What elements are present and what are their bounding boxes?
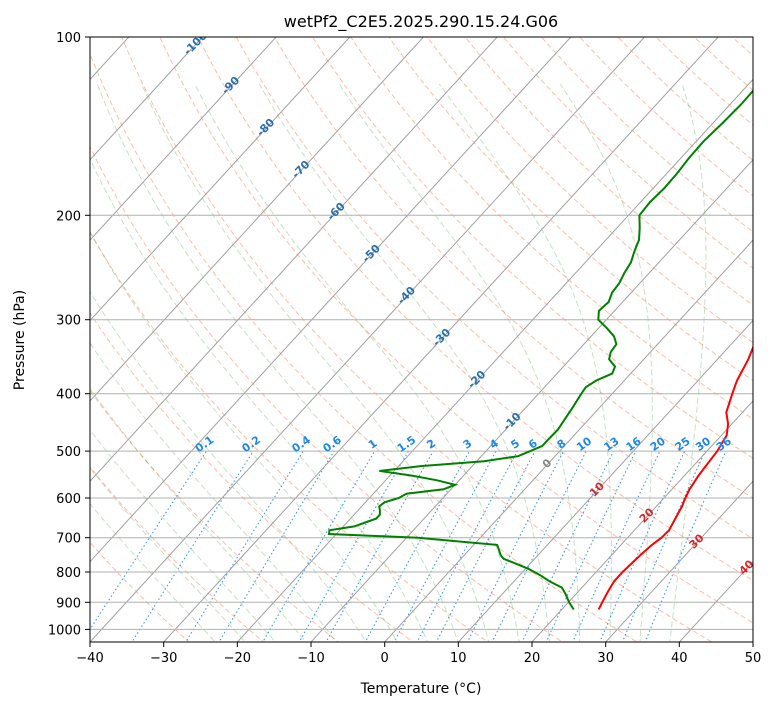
y-tick-label: 700: [56, 532, 81, 547]
y-tick-label: 600: [56, 492, 81, 507]
x-axis-label: Temperature (°C): [360, 681, 482, 697]
x-tick-label: −30: [150, 651, 177, 666]
x-tick-label: 0: [381, 651, 389, 666]
x-tick-label: 20: [524, 651, 541, 666]
x-tick-label: −40: [76, 651, 103, 666]
x-tick-label: 50: [745, 651, 762, 666]
x-tick-label: −20: [224, 651, 251, 666]
x-tick-label: 30: [597, 651, 614, 666]
y-tick-label: 300: [56, 314, 81, 329]
y-tick-label: 200: [56, 209, 81, 224]
y-tick-label: 500: [56, 445, 81, 460]
y-tick-label: 900: [56, 596, 81, 611]
x-tick-label: −10: [297, 651, 324, 666]
chart-title: wetPf2_C2E5.2025.290.15.24.G06: [284, 12, 558, 32]
x-tick-label: 10: [450, 651, 467, 666]
y-axis-label: Pressure (hPa): [12, 290, 28, 390]
x-tick-label: 40: [671, 651, 688, 666]
y-tick-label: 800: [56, 566, 81, 581]
y-tick-label: 1000: [48, 623, 81, 638]
y-tick-label: 400: [56, 388, 81, 403]
y-tick-label: 100: [56, 31, 81, 46]
